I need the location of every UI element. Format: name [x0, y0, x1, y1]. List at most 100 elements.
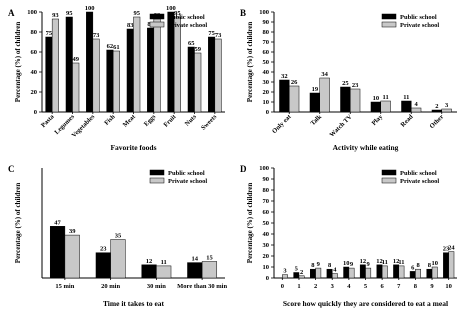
- y-tick-label: 20: [263, 89, 270, 96]
- bar: [126, 28, 134, 113]
- x-tick-label: Read: [399, 113, 414, 128]
- y-tick-label: 80: [263, 187, 270, 194]
- value-label: 100: [166, 5, 176, 12]
- bar: [359, 264, 366, 279]
- x-tick-label: Fish: [103, 113, 117, 127]
- bar: [49, 226, 66, 279]
- bar: [95, 252, 111, 279]
- bar: [194, 52, 202, 113]
- x-tick-label: 5: [364, 283, 368, 290]
- bar: [431, 109, 442, 113]
- bar: [409, 271, 416, 279]
- x-tick-label: Other: [428, 113, 445, 130]
- x-tick-label: 7: [397, 283, 401, 290]
- value-label: 12: [146, 258, 153, 265]
- panel-label: B: [240, 8, 246, 18]
- value-label: 73: [93, 32, 100, 39]
- legend-swatch: [381, 169, 397, 176]
- bar: [343, 266, 350, 279]
- value-label: 10: [431, 260, 438, 267]
- x-tick-label: Play: [371, 113, 385, 127]
- x-tick-label: 9: [430, 283, 434, 290]
- legend-label: Private school: [400, 178, 439, 185]
- bar: [156, 265, 172, 279]
- bar: [401, 100, 412, 113]
- bar: [309, 92, 320, 113]
- bar: [92, 38, 100, 113]
- y-tick-label: 40: [263, 231, 270, 238]
- bar: [350, 88, 361, 113]
- bar: [415, 268, 421, 279]
- legend-label: Public school: [168, 14, 205, 21]
- y-tick-label: 50: [263, 59, 270, 66]
- bar: [380, 100, 391, 113]
- y-tick-label: 20: [31, 89, 38, 96]
- y-tick-label: 30: [263, 79, 270, 86]
- bar: [64, 234, 80, 279]
- value-label: 61: [113, 44, 120, 51]
- panel: C Percentage (%) of children 15 min 47 39 20 …: [8, 164, 227, 308]
- value-label: 6: [411, 264, 415, 271]
- y-tick-label: 80: [31, 29, 38, 36]
- bar: [310, 268, 316, 279]
- legend-label: Public school: [400, 14, 437, 21]
- y-tick-label: 50: [263, 220, 270, 227]
- bar: [65, 16, 73, 113]
- y-tick-label: 60: [31, 49, 38, 56]
- bar: [106, 49, 114, 113]
- value-label: 8: [311, 262, 315, 269]
- bar: [340, 86, 351, 113]
- panel-label: C: [8, 164, 15, 174]
- value-label: 11: [161, 259, 167, 266]
- y-tick-label: 60: [263, 209, 270, 216]
- value-label: 12: [360, 258, 367, 265]
- value-label: 39: [69, 228, 76, 235]
- value-label: 32: [281, 73, 288, 80]
- y-tick-label: 70: [263, 198, 270, 205]
- bar: [133, 16, 141, 113]
- x-tick-label: 6: [381, 283, 385, 290]
- bar: [326, 268, 333, 279]
- value-label: 9: [317, 261, 321, 268]
- legend-label: Public school: [400, 170, 437, 177]
- bar: [147, 27, 155, 113]
- x-tick-label: 15 min: [55, 283, 74, 290]
- value-label: 34: [321, 71, 328, 78]
- x-tick-label: 20 min: [101, 283, 120, 290]
- legend-label: Private school: [400, 22, 439, 29]
- value-label: 3: [283, 268, 287, 275]
- value-label: 3: [445, 102, 449, 109]
- value-label: 11: [383, 94, 389, 101]
- value-label: 95: [174, 10, 181, 17]
- x-tick-label: Meat: [122, 113, 138, 129]
- value-label: 14: [192, 256, 199, 263]
- y-tick-label: 100: [259, 165, 269, 172]
- y-tick-label: 100: [27, 9, 37, 16]
- x-tick-label: 3: [331, 283, 335, 290]
- x-tick-label: 8: [414, 283, 418, 290]
- bar: [365, 267, 372, 279]
- value-label: 95: [66, 10, 73, 17]
- value-label: 35: [115, 233, 122, 240]
- bar: [45, 36, 53, 113]
- legend-swatch: [381, 21, 397, 28]
- legend-swatch: [149, 21, 165, 28]
- value-label: 10: [343, 260, 350, 267]
- value-label: 93: [52, 12, 59, 19]
- bar: [173, 16, 181, 113]
- y-tick-label: 20: [263, 253, 270, 260]
- legend-swatch: [149, 13, 165, 20]
- y-tick-label: 30: [263, 242, 270, 249]
- x-tick-label: Sweets: [200, 113, 219, 132]
- bar: [214, 38, 222, 113]
- x-tick-label: Pasta: [40, 113, 56, 129]
- bar: [72, 62, 80, 113]
- x-tick-label: More than 30 min: [177, 283, 227, 290]
- bar: [112, 50, 120, 113]
- panel-label: D: [240, 164, 247, 174]
- panel: A 0 20 40 60 80 100 Percentage (%) of children P…: [8, 5, 225, 152]
- value-label: 62: [107, 43, 114, 50]
- x-tick-label: Talk: [309, 113, 323, 127]
- legend-label: Private school: [168, 22, 207, 29]
